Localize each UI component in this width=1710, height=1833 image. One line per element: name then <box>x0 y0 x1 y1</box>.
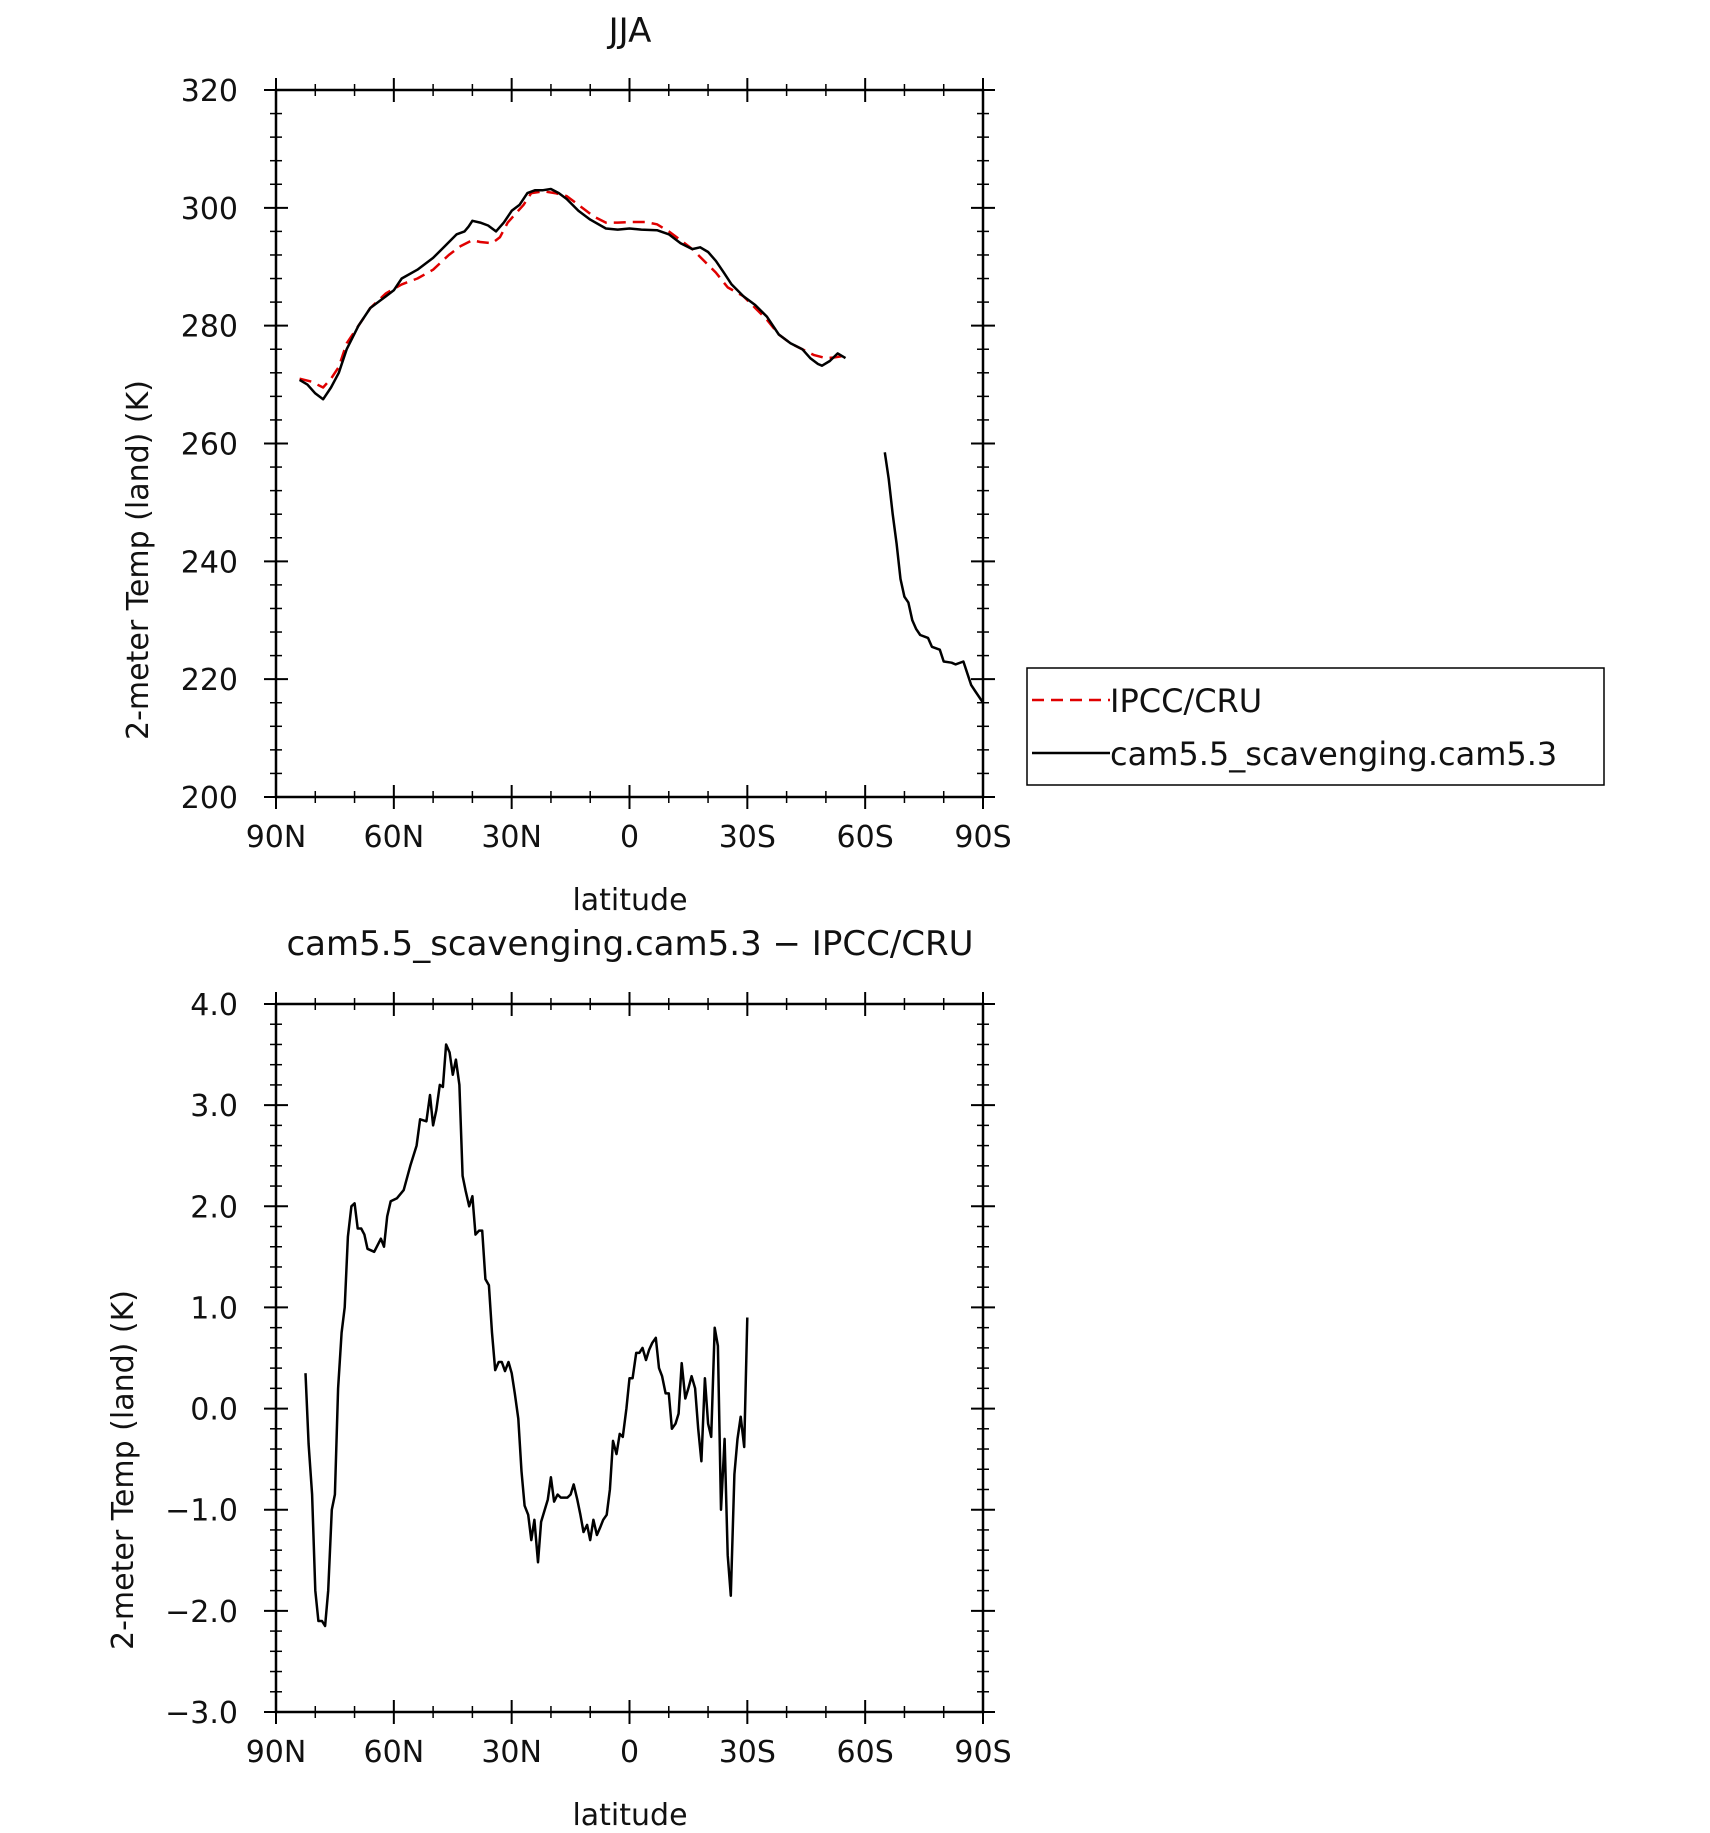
bottom-y-tick-label: 3.0 <box>190 1089 238 1124</box>
top-y-tick-label: 280 <box>181 310 238 345</box>
top-x-tick-label: 30S <box>719 820 776 855</box>
top-y-tick-label: 260 <box>181 428 238 463</box>
top-chart-ylabel: 2-meter Temp (land) (K) <box>121 380 156 740</box>
bottom-chart-series <box>304 1043 749 1628</box>
panel-top-zonal-mean: JJA 90N 60N 30N 0 30S 60S 90S 200 220 240 260 280 30… <box>121 11 1012 918</box>
top-chart-frame <box>274 88 985 799</box>
legend: IPCC/CRU cam5.5_scavenging.cam5.3 <box>1026 667 1605 786</box>
bottom-chart-frame <box>274 1002 985 1714</box>
top-series-line-cam5-5-scavenging-cam5-3 <box>298 187 847 401</box>
bottom-chart-ticks <box>264 992 995 1724</box>
bottom-chart-xlabel: latitude <box>572 1798 687 1833</box>
top-x-tick-label: 60N <box>364 820 425 855</box>
bottom-x-tick-label: 90N <box>246 1735 307 1770</box>
top-x-tick-label: 90N <box>246 820 307 855</box>
top-series-line-ipcc-cru <box>299 190 847 389</box>
bottom-x-tick-label: 90S <box>954 1735 1011 1770</box>
top-chart-ticks <box>264 78 995 809</box>
top-chart-title: JJA <box>607 11 652 51</box>
top-chart-xlabel: latitude <box>572 883 687 918</box>
legend-label-cam5: cam5.5_scavenging.cam5.3 <box>1110 735 1557 773</box>
bottom-x-tick-label: 30N <box>481 1735 542 1770</box>
bottom-x-tick-label: 30S <box>719 1735 776 1770</box>
bottom-y-tick-label: 2.0 <box>190 1190 238 1225</box>
bottom-series-line-0 <box>304 1043 749 1628</box>
top-chart-series <box>298 187 985 704</box>
bottom-y-tick-label: −2.0 <box>165 1595 238 1630</box>
bottom-y-tick-label: −1.0 <box>165 1494 238 1529</box>
top-y-tick-label: 320 <box>181 74 238 109</box>
bottom-x-tick-label: 60N <box>364 1735 425 1770</box>
legend-box <box>1026 667 1605 786</box>
top-chart-tick-labels: 90N 60N 30N 0 30S 60S 90S 200 220 240 260 280 300 320 <box>181 74 1012 855</box>
top-y-tick-label: 240 <box>181 545 238 580</box>
top-x-tick-label: 60S <box>837 820 894 855</box>
legend-label-ipcc-cru: IPCC/CRU <box>1110 682 1262 720</box>
bottom-y-tick-label: 4.0 <box>190 988 238 1023</box>
bottom-chart-ylabel: 2-meter Temp (land) (K) <box>106 1290 141 1650</box>
bottom-y-tick-label: −3.0 <box>165 1696 238 1731</box>
bottom-chart-title: cam5.5_scavenging.cam5.3 − IPCC/CRU <box>286 924 973 964</box>
bottom-x-tick-label: 0 <box>620 1735 639 1770</box>
bottom-y-tick-label: 1.0 <box>190 1291 238 1326</box>
top-y-tick-label: 200 <box>181 781 238 816</box>
top-y-tick-label: 300 <box>181 192 238 227</box>
top-y-tick-label: 220 <box>181 663 238 698</box>
bottom-chart-tick-labels: 90N 60N 30N 0 30S 60S 90S −3.0 −2.0 −1.0 0.0 1.0 2.0… <box>165 988 1011 1770</box>
top-series-line-cam5-5-scavenging-cam5-3 <box>883 452 985 704</box>
top-x-tick-label: 0 <box>620 820 639 855</box>
top-x-tick-label: 90S <box>954 820 1011 855</box>
panel-bottom-difference: cam5.5_scavenging.cam5.3 − IPCC/CRU 90N 6… <box>106 924 1012 1833</box>
top-x-tick-label: 30N <box>481 820 542 855</box>
bottom-x-tick-label: 60S <box>837 1735 894 1770</box>
bottom-y-tick-label: 0.0 <box>190 1393 238 1428</box>
